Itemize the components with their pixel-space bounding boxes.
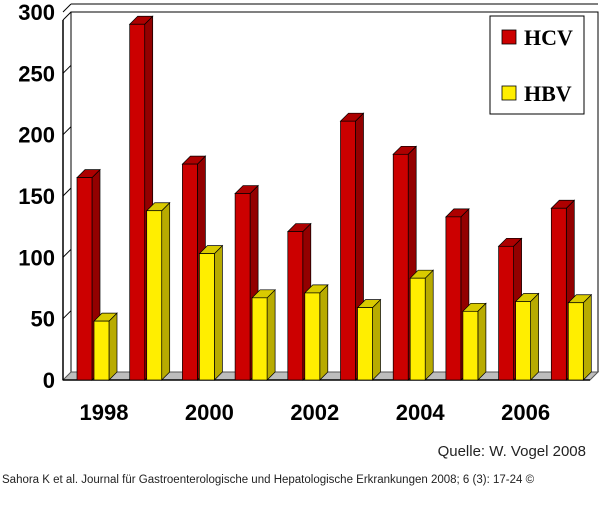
bar-front [146, 210, 163, 381]
bar-front [251, 297, 268, 381]
bar-front [129, 23, 146, 381]
bar-front [93, 320, 110, 381]
x-tick-label: 2002 [290, 400, 339, 425]
bar-hbv-2001 [251, 288, 276, 381]
bar-series [76, 15, 593, 381]
bar-side [372, 298, 381, 381]
bar-side [214, 244, 223, 381]
gridline-diag [62, 3, 72, 13]
gridline-diag [62, 248, 72, 258]
bar-side [108, 312, 118, 381]
bar-side [477, 302, 487, 381]
bar-hbv-2004 [409, 269, 435, 381]
bar-front [498, 245, 514, 381]
bar-front [392, 153, 409, 381]
bar-front [304, 292, 321, 381]
bar-hbv-1999 [145, 201, 171, 381]
bar-hbv-2000 [198, 244, 224, 381]
legend-swatch-hcv [501, 29, 517, 45]
legend: HCV HBV [489, 15, 585, 115]
bar-side [319, 284, 329, 381]
bar-hbv-2003 [356, 298, 382, 381]
x-tick-label: 2004 [396, 400, 446, 425]
gridline-diag [62, 126, 72, 136]
x-tick-label: 2000 [185, 400, 234, 425]
citation: Sahora K et al. Journal für Gastroentero… [2, 474, 535, 486]
bar-side [424, 269, 434, 381]
y-tick-label: 0 [43, 368, 55, 393]
bar-side [266, 288, 276, 381]
y-axis-top [62, 11, 72, 21]
bar-front [76, 177, 93, 381]
bar-side [582, 293, 592, 381]
bar-front [462, 310, 479, 381]
bar-front [340, 120, 356, 381]
x-tick-label: 2006 [501, 400, 550, 425]
bar-front [550, 207, 567, 381]
gridline-diag [62, 310, 72, 320]
bar-front [287, 231, 304, 381]
bar-front [234, 193, 251, 381]
gridline-diag [62, 187, 72, 197]
y-tick-label: 100 [18, 245, 55, 270]
x-axis-ticks: 1998 2000 2002 2004 2006 [80, 400, 551, 425]
bar-front [409, 277, 426, 381]
legend-swatch-hbv [501, 85, 517, 101]
bar-front [357, 307, 373, 381]
x-tick-label: 1998 [80, 400, 129, 425]
bar-hbv-2002 [303, 284, 329, 381]
y-axis-ticks: 0 50 100 150 200 250 300 [18, 0, 55, 393]
y-tick-label: 300 [18, 0, 55, 25]
bar-front [182, 163, 198, 381]
bar-hbv-1998 [93, 312, 118, 381]
bar-front [445, 216, 462, 381]
legend-label-hcv: HCV [524, 25, 573, 50]
bar-hbv-2006 [514, 292, 540, 381]
y-tick-label: 200 [18, 123, 55, 148]
bar-side [161, 201, 171, 381]
bar-front [567, 302, 584, 381]
source-note: Quelle: W. Vogel 2008 [437, 443, 586, 460]
y-tick-label: 150 [18, 184, 55, 209]
bar-side [530, 292, 539, 381]
bar-hbv-2005 [462, 302, 487, 381]
legend-label-hbv: HBV [524, 81, 572, 106]
bar-front [199, 253, 215, 381]
gridline-diag [62, 64, 72, 74]
bar-hbv-2007 [567, 293, 593, 381]
bar-front [515, 301, 531, 381]
y-tick-label: 50 [31, 307, 55, 332]
y-tick-label: 250 [18, 61, 55, 86]
